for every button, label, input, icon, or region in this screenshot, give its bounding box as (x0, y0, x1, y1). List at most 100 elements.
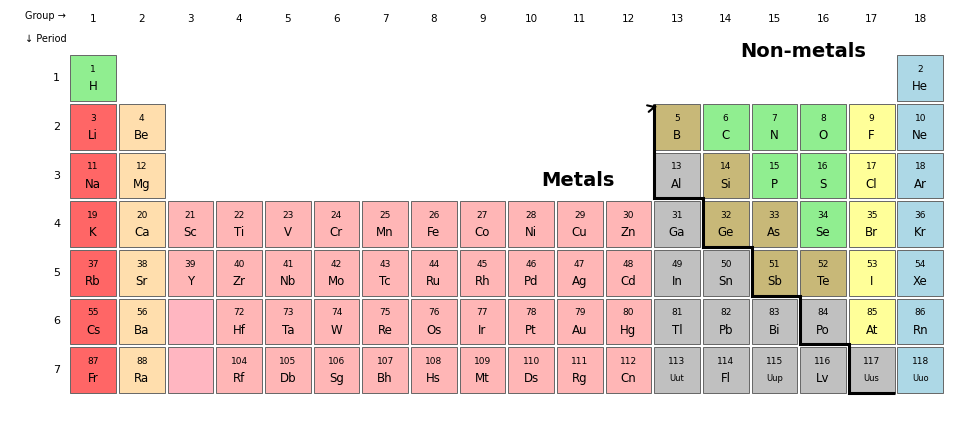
Text: 4: 4 (236, 14, 243, 24)
Text: Ir: Ir (478, 324, 487, 337)
Text: 38: 38 (136, 259, 148, 268)
Text: Ge: Ge (717, 226, 733, 240)
Text: 77: 77 (477, 308, 489, 317)
Bar (314, 201, 359, 247)
Text: 4: 4 (53, 219, 60, 229)
Bar (898, 153, 944, 198)
Text: Ni: Ni (525, 226, 538, 240)
Text: 79: 79 (574, 308, 586, 317)
Text: 40: 40 (233, 259, 245, 268)
Bar (606, 250, 651, 296)
Text: B: B (673, 129, 682, 142)
Text: K: K (89, 226, 97, 240)
Text: C: C (722, 129, 730, 142)
Bar (411, 298, 457, 344)
Text: 84: 84 (817, 308, 828, 317)
Bar (606, 201, 651, 247)
Bar (216, 347, 262, 393)
Text: 51: 51 (769, 259, 780, 268)
Text: Ag: Ag (572, 275, 588, 288)
Text: 81: 81 (671, 308, 683, 317)
Text: Br: Br (865, 226, 878, 240)
Text: 8: 8 (820, 114, 826, 123)
Text: 16: 16 (817, 162, 828, 171)
Text: 12: 12 (622, 14, 635, 24)
Bar (119, 298, 165, 344)
Text: Fl: Fl (721, 372, 731, 385)
Text: 27: 27 (477, 211, 488, 220)
Bar (265, 250, 311, 296)
Bar (314, 250, 359, 296)
Text: Ta: Ta (281, 324, 294, 337)
Text: Mn: Mn (376, 226, 394, 240)
Text: 9: 9 (869, 114, 875, 123)
Bar (362, 250, 408, 296)
Text: Group →: Group → (25, 11, 66, 21)
Bar (800, 250, 846, 296)
Text: 113: 113 (668, 357, 685, 366)
Text: Cd: Cd (620, 275, 636, 288)
Text: 21: 21 (185, 211, 196, 220)
Text: Fe: Fe (427, 226, 441, 240)
Text: 14: 14 (719, 14, 732, 24)
Text: 1: 1 (53, 73, 60, 83)
Bar (508, 250, 554, 296)
Text: 75: 75 (379, 308, 391, 317)
Text: Cr: Cr (330, 226, 343, 240)
Text: 86: 86 (915, 308, 926, 317)
Text: Bh: Bh (377, 372, 393, 385)
Text: Uut: Uut (670, 374, 684, 383)
Text: 36: 36 (915, 211, 926, 220)
Bar (752, 104, 797, 150)
Bar (70, 250, 116, 296)
Bar (119, 250, 165, 296)
Text: 114: 114 (717, 357, 734, 366)
Text: 1: 1 (90, 14, 97, 24)
Text: 5: 5 (284, 14, 291, 24)
Text: 110: 110 (522, 357, 540, 366)
Text: Lv: Lv (816, 372, 829, 385)
Bar (800, 347, 846, 393)
Bar (703, 298, 749, 344)
Text: 3: 3 (53, 170, 60, 181)
Text: 109: 109 (474, 357, 492, 366)
Text: 44: 44 (428, 259, 440, 268)
Bar (752, 201, 797, 247)
Text: Rg: Rg (572, 372, 588, 385)
Bar (654, 298, 700, 344)
Text: Ga: Ga (669, 226, 685, 240)
Text: Uup: Uup (766, 374, 782, 383)
Bar (70, 153, 116, 198)
Bar (265, 201, 311, 247)
Text: 76: 76 (428, 308, 440, 317)
Text: 45: 45 (477, 259, 488, 268)
Bar (703, 347, 749, 393)
Bar (898, 55, 944, 101)
Text: Rn: Rn (913, 324, 928, 337)
Text: Hf: Hf (232, 324, 246, 337)
Text: 26: 26 (428, 211, 440, 220)
Text: Hg: Hg (620, 324, 636, 337)
Text: 28: 28 (525, 211, 537, 220)
Text: 22: 22 (233, 211, 245, 220)
Text: Ar: Ar (914, 178, 926, 191)
Bar (800, 298, 846, 344)
Text: 32: 32 (720, 211, 732, 220)
Bar (265, 347, 311, 393)
Text: 17: 17 (865, 14, 878, 24)
Text: 33: 33 (769, 211, 780, 220)
Bar (70, 298, 116, 344)
Text: Na: Na (85, 178, 101, 191)
Text: Hs: Hs (426, 372, 442, 385)
Text: As: As (767, 226, 781, 240)
Bar (168, 250, 213, 296)
Text: 14: 14 (720, 162, 732, 171)
Text: Cu: Cu (572, 226, 588, 240)
Bar (849, 104, 895, 150)
Text: 41: 41 (282, 259, 294, 268)
Text: 6: 6 (723, 114, 729, 123)
Bar (119, 201, 165, 247)
Bar (460, 250, 505, 296)
Text: Re: Re (377, 324, 393, 337)
Bar (460, 201, 505, 247)
